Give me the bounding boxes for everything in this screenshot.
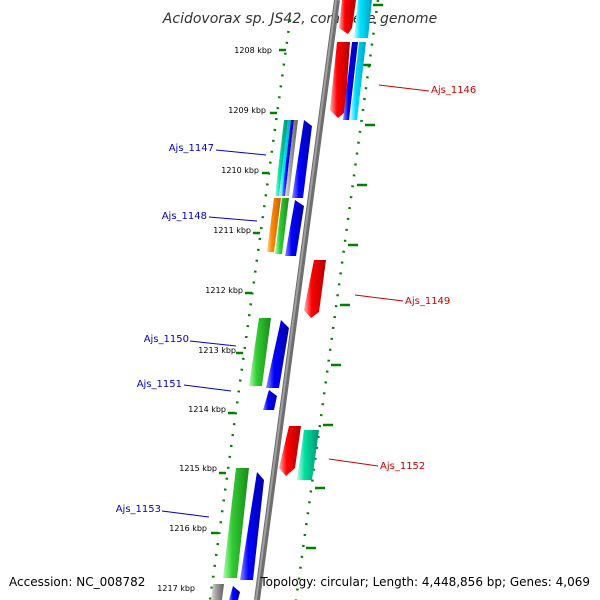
leader-ajs-1150 (189, 340, 237, 347)
gene-label-ajs-1153[interactable]: Ajs_1153 (116, 504, 161, 515)
gene-label-ajs-1147[interactable]: Ajs_1147 (169, 143, 214, 154)
gene-ajs-1148[interactable] (285, 200, 304, 256)
gene-ajs-1146[interactable] (330, 42, 350, 118)
kbp-label: 1211 kbp (213, 226, 251, 235)
gene-label-ajs-1148[interactable]: Ajs_1148 (162, 211, 207, 222)
gene-ajs-1150-group[interactable] (249, 318, 289, 388)
inner-tick-marks (211, 48, 286, 535)
kbp-label: 1215 kbp (179, 464, 217, 473)
gene-ajs-1152[interactable] (297, 430, 319, 480)
kbp-label: 1212 kbp (205, 286, 243, 295)
map-title: Acidovorax sp. JS42, complete genome (162, 11, 437, 27)
leader-ajs-1151 (183, 384, 232, 392)
kbp-label: 1209 kbp (228, 106, 266, 115)
gene-label-ajs-1152[interactable]: Ajs_1152 (380, 461, 425, 472)
gene-ajs-1148-group[interactable] (267, 198, 304, 256)
kbp-label: 1214 kbp (188, 405, 226, 414)
leader-ajs-1148 (208, 216, 258, 222)
leader-ajs-1152 (328, 458, 379, 467)
gene-label-ajs-1146[interactable]: Ajs_1146 (431, 85, 476, 96)
gene-ajs-1147[interactable] (292, 120, 312, 198)
gene-ajs-1146-group[interactable] (330, 0, 372, 120)
gene-label-ajs-1150[interactable]: Ajs_1150 (144, 334, 189, 345)
kbp-label: 1217 kbp (157, 584, 195, 593)
outer-tick-marks (306, 3, 383, 550)
kbp-label: 1210 kbp (221, 166, 259, 175)
leader-ajs-1147 (215, 149, 267, 156)
kbp-label: 1216 kbp (169, 524, 207, 533)
leader-ajs-1149 (354, 294, 404, 302)
gene-ajs-1147-group[interactable] (275, 120, 312, 198)
kbp-label: 1213 kbp (198, 346, 236, 355)
leader-ajs-1153 (161, 510, 210, 518)
gene-ajs-1153-group[interactable] (211, 468, 264, 600)
tick-track-outer (294, 0, 380, 600)
leader-ajs-1146 (378, 84, 430, 92)
gene-label-ajs-1151[interactable]: Ajs_1151 (137, 379, 182, 390)
gene-ajs-1149[interactable] (304, 260, 326, 318)
genome-stats-text: Topology: circular; Length: 4,448,856 bp… (260, 575, 590, 589)
gene-ajs-1150[interactable] (266, 320, 289, 388)
accession-text: Accession: NC_008782 (9, 575, 146, 589)
kbp-label: 1208 kbp (234, 46, 272, 55)
gene-ajs-1153[interactable] (240, 472, 264, 580)
gene-label-ajs-1149[interactable]: Ajs_1149 (405, 296, 450, 307)
gene-ajs-1152-red[interactable] (279, 426, 301, 476)
gene-ajs-1151[interactable] (263, 390, 277, 410)
